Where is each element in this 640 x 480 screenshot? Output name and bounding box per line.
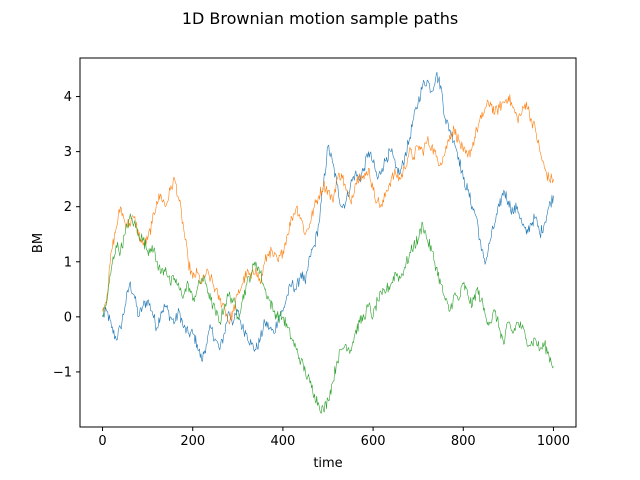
x-axis-label: time	[313, 456, 342, 471]
tick-layer: 0 200 400 600 800 1000 −1 0 1 2 3 4	[53, 90, 570, 449]
y-axis-label: BM	[31, 233, 46, 253]
x-tick-label: 0	[98, 434, 106, 449]
y-tick-label: 2	[64, 200, 72, 215]
x-tick-label: 600	[361, 434, 386, 449]
y-tick-label: 1	[64, 255, 72, 270]
series-line-1	[102, 71, 554, 362]
chart-title: 1D Brownian motion sample paths	[182, 9, 458, 28]
y-tick-label: 0	[64, 310, 72, 325]
y-tick-label: 4	[64, 90, 72, 105]
x-tick-label: 800	[451, 434, 476, 449]
x-tick-label: 200	[180, 434, 205, 449]
y-tick-label: −1	[53, 365, 72, 380]
plot-frame	[79, 57, 577, 428]
series-line-2	[102, 94, 554, 325]
y-tick-label: 3	[64, 145, 72, 160]
series-line-3	[102, 213, 554, 414]
x-tick-label: 1000	[537, 434, 570, 449]
x-tick-label: 400	[270, 434, 295, 449]
series-layer	[102, 71, 554, 414]
